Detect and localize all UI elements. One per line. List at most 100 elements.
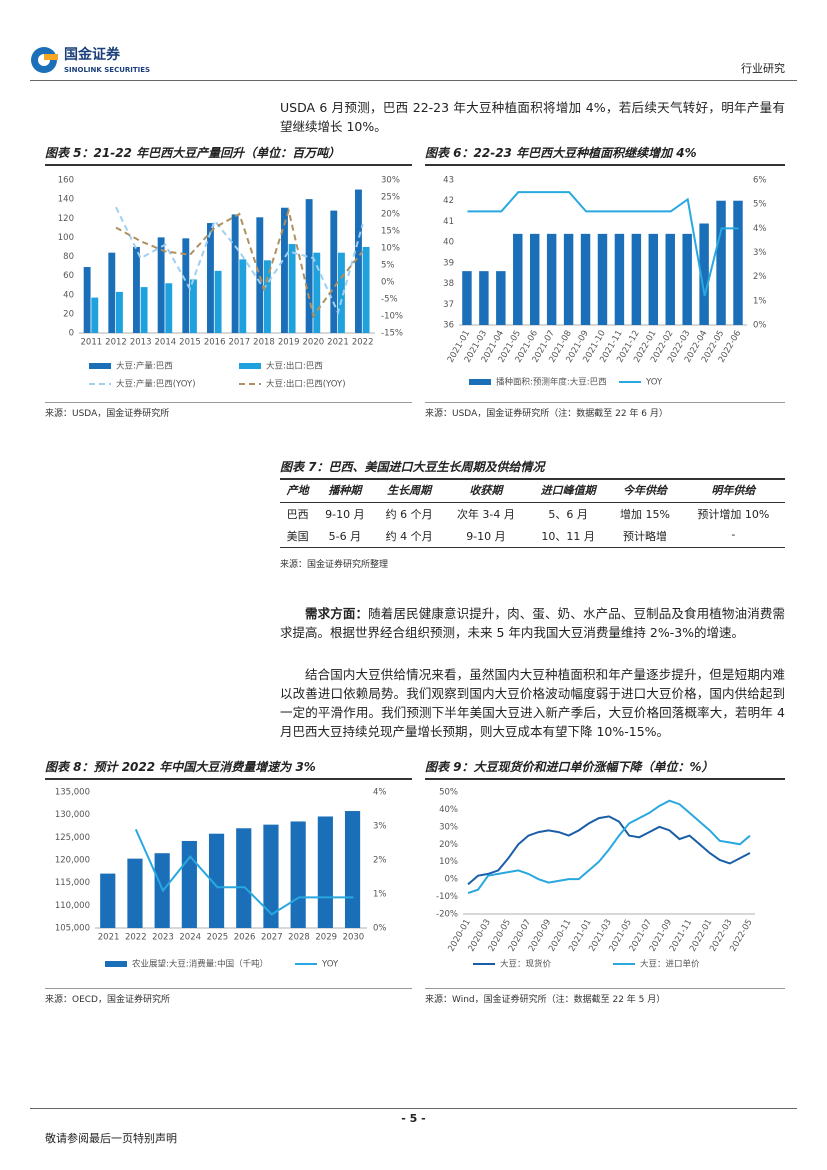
figure-title: 图表 7：巴西、美国进口大豆生长周期及供给情况 — [280, 456, 785, 480]
x-tick-label: 2022 — [352, 338, 374, 348]
footer-note: 敬请参阅最后一页特别声明 — [45, 1132, 177, 1145]
bar — [317, 816, 333, 928]
figure-source: 来源：Wind，国金证券研究所（注：数据截至 22 年 5 月） — [425, 988, 785, 1005]
tick-label: 6% — [753, 176, 767, 186]
figure-source: 来源：OECD，国金证券研究所 — [45, 988, 412, 1005]
tick-label: 1% — [753, 296, 767, 306]
table: 产地 播种期 生长周期 收获期 进口峰值期 今年供给 明年供给 巴西 9-10 月约 6 个月次… — [280, 478, 785, 548]
legend-label: YOY — [645, 378, 663, 388]
legend-label: 大豆:出口:巴西(YOY) — [266, 379, 346, 390]
table-cell: 5、6 月 — [548, 508, 588, 521]
bar — [344, 811, 361, 928]
line — [467, 815, 751, 886]
table-cell: 预计增加 10% — [697, 508, 770, 521]
x-tick-label: 2011 — [81, 338, 103, 348]
x-tick-label: 2027 — [261, 933, 283, 943]
tick-label: 25% — [381, 193, 400, 203]
tick-label: 5% — [381, 261, 395, 271]
bar — [716, 200, 726, 325]
bar — [116, 291, 123, 333]
bar — [165, 283, 173, 333]
legend-label: 农业展望:大豆:消费量:中国（千吨） — [132, 959, 268, 970]
table-header-cell: 进口峰值期 — [528, 478, 609, 503]
bar — [236, 828, 252, 928]
logo: 国金证券 SINOLINK SECURITIES — [31, 46, 150, 74]
tick-label: 160 — [58, 176, 74, 186]
bar — [305, 199, 313, 333]
bar — [462, 271, 472, 325]
bar — [313, 252, 321, 333]
tick-label: 3% — [373, 822, 387, 832]
table-cell: 预计略增 — [608, 525, 682, 548]
paragraph: 需求方面：随着居民健康意识提升，肉、蛋、奶、水产品、豆制品及食用植物油消费需求提… — [280, 604, 785, 642]
figure-title: 图表 6：22-23 年巴西大豆种植面积继续增加 4% — [425, 142, 785, 166]
bar — [83, 267, 91, 333]
tick-label: 4% — [373, 788, 387, 798]
bar — [182, 238, 190, 333]
bar — [290, 821, 306, 928]
legend-label: 播种面积:预测年度:大豆:巴西 — [496, 377, 607, 388]
bar — [214, 270, 222, 333]
bar — [699, 223, 709, 325]
x-tick-label: 2026 — [234, 933, 256, 943]
tick-label: 1% — [373, 890, 387, 900]
x-tick-label: 2016 — [204, 338, 226, 348]
bar — [355, 189, 362, 333]
tick-label: 0 — [69, 329, 74, 339]
x-tick-label: 2012 — [105, 338, 127, 348]
bar — [563, 233, 574, 325]
x-tick-label: 2020 — [303, 338, 325, 348]
bar — [682, 233, 692, 325]
line — [115, 206, 364, 319]
tick-label: -10% — [436, 892, 458, 902]
tick-label: 0% — [445, 875, 459, 885]
table-cell: 约 6 个月 — [385, 508, 433, 521]
figure-title: 图表 8：预计 2022 年中国大豆消费量增速为 3% — [45, 756, 412, 780]
figure-source: 来源：USDA，国金证券研究所（注：数据截至 22 年 6 月） — [425, 402, 785, 419]
tick-label: 105,000 — [55, 924, 90, 934]
intro: USDA 6 月预测，巴西 22-23 年大豆种植面积将增加 4%，若后续天气转… — [280, 100, 785, 134]
tick-label: 5% — [753, 200, 767, 210]
bar — [140, 287, 148, 333]
bar — [614, 233, 625, 325]
legend-label: 大豆：进口单价 — [640, 959, 700, 970]
logo-en: SINOLINK SECURITIES — [64, 66, 150, 74]
bar — [91, 297, 99, 333]
line — [115, 206, 364, 316]
tick-label: 38 — [443, 279, 454, 289]
table-cell: - — [681, 525, 785, 548]
tick-label: 20% — [439, 840, 458, 850]
tick-label: 40 — [443, 238, 454, 248]
bar — [338, 252, 345, 333]
line — [467, 799, 751, 895]
bar — [288, 244, 296, 333]
legend-label: 大豆:产量:巴西(YOY) — [116, 379, 196, 390]
bar — [208, 833, 225, 928]
bar — [733, 200, 743, 325]
table-cell: 10、11 月 — [528, 525, 609, 548]
legend-swatch — [239, 363, 261, 369]
table-cell: 约 4 个月 — [374, 525, 444, 548]
bar — [648, 233, 659, 325]
tick-label: 36 — [443, 321, 454, 331]
bar — [207, 223, 214, 333]
bar — [181, 840, 197, 928]
x-tick-label: 2014 — [155, 338, 177, 348]
legend-label: 大豆：现货价 — [500, 959, 552, 970]
x-tick-label: 2017 — [229, 338, 251, 348]
tick-label: 20% — [381, 210, 400, 220]
tick-label: 40 — [63, 290, 74, 300]
figure-title: 图表 9：大豆现货价和进口单价涨幅下降（单位：%） — [425, 756, 785, 780]
tick-label: 10% — [381, 244, 400, 254]
legend-label: YOY — [321, 960, 339, 970]
table-cell: 增加 15% — [620, 508, 670, 521]
table-header-cell: 今年供给 — [608, 478, 682, 503]
table-row: 美国 5-6 月约 4 个月 9-10 月 10、11 月预计略增 - — [280, 525, 785, 548]
tick-label: 0% — [381, 278, 395, 288]
x-tick-label: 2019 — [278, 338, 300, 348]
bar — [263, 824, 279, 928]
table-cell: 5-6 月 — [315, 525, 375, 548]
tick-label: 20 — [63, 309, 74, 319]
table-header-cell: 明年供给 — [681, 478, 785, 503]
table-header-cell: 产地 — [280, 478, 316, 503]
